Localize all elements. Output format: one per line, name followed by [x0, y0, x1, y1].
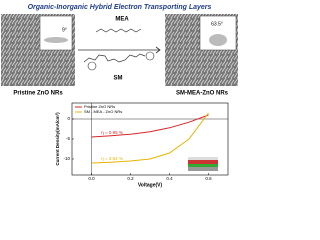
legend-entry: SM - MEA - ZnO NRs	[84, 109, 122, 114]
jv-curve	[91, 112, 209, 164]
y-tick-label: -5	[66, 136, 70, 141]
y-tick-label: 0	[67, 116, 70, 121]
y-tick-label: -10	[63, 156, 70, 161]
arrow	[78, 46, 161, 54]
angle: 9°	[62, 27, 67, 33]
x-tick-label: 0.4	[166, 176, 173, 181]
x-axis-label: Voltage(V)	[138, 182, 163, 188]
title: Organic-Inorganic Hybrid Electron Transp…	[28, 4, 212, 11]
drop	[209, 34, 227, 46]
y-axis-label: Current Density(mA/cm²)	[55, 112, 60, 166]
annotation: η = 3.64 %	[101, 156, 123, 161]
sm-structure	[83, 53, 146, 63]
angle: 63.5°	[211, 21, 223, 27]
x-tick-label: 0.2	[127, 176, 134, 181]
annotation: η = 0.95 %	[101, 130, 123, 135]
right-label: SM-MEA-ZnO NRs	[176, 91, 229, 97]
legend-entry: Pristine ZnO NRs	[84, 104, 115, 109]
left-label: Pristine ZnO NRs	[13, 91, 63, 97]
jv-chart: 0.0 0.2 0.4 0.6 0 -5 -10 Voltage(V) Current Dens…	[55, 102, 229, 188]
sm-label: SM	[114, 76, 123, 82]
mea-label: MEA	[115, 17, 129, 23]
ring	[87, 61, 97, 71]
ring	[145, 51, 155, 61]
x-tick-label: 0.0	[88, 176, 95, 181]
left-drop-inset	[39, 15, 73, 51]
x-tick-label: 0.6	[205, 176, 212, 181]
mea-structure	[95, 28, 142, 33]
graphical-abstract: Organic-Inorganic Hybrid Electron Transp…	[1, 4, 238, 188]
jv-curve	[91, 114, 209, 138]
device-inset	[188, 157, 218, 171]
drop	[44, 37, 68, 43]
